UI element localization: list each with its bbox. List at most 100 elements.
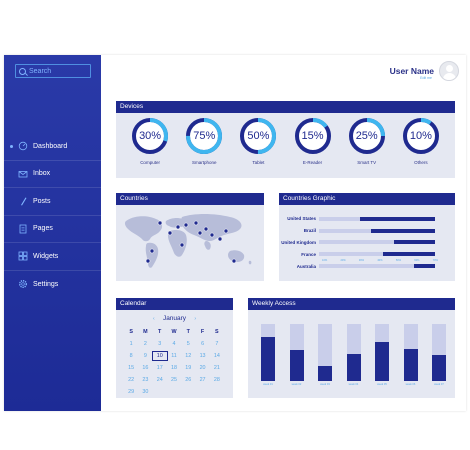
calendar-day[interactable]: 2 bbox=[143, 341, 147, 347]
calendar-day[interactable]: 14 bbox=[213, 353, 220, 359]
main-content: Devices 30% Computer 75% Smartphone 50% Table… bbox=[101, 87, 466, 411]
calendar-day[interactable]: 15 bbox=[128, 365, 135, 371]
calendar-day[interactable]: 1 bbox=[129, 341, 133, 347]
calendar-day[interactable]: 20 bbox=[199, 365, 206, 371]
calendar-day[interactable]: 16 bbox=[142, 365, 149, 371]
country-label: France bbox=[301, 251, 316, 257]
map-pin-icon[interactable] bbox=[183, 222, 189, 228]
weekly-bar-chart: week 01 week 02 week 03 week 04 week 05 week … bbox=[261, 324, 446, 386]
calendar-day[interactable]: 17 bbox=[156, 365, 163, 371]
donut-chart: 10% bbox=[402, 117, 440, 155]
map-pin-icon[interactable] bbox=[145, 258, 151, 264]
pencil-icon bbox=[18, 196, 28, 206]
donut-label: Others bbox=[414, 160, 428, 165]
calendar-day[interactable]: 21 bbox=[213, 365, 220, 371]
sidebar-nav: Dashboard Inbox Posts Pages bbox=[4, 133, 101, 298]
calendar-day[interactable]: 6 bbox=[201, 341, 205, 347]
countries-card: Countries bbox=[116, 193, 264, 281]
world-map bbox=[124, 214, 252, 268]
map-pin-icon[interactable] bbox=[223, 228, 229, 234]
sidebar-item-pages[interactable]: Pages bbox=[4, 216, 101, 243]
calendar-day[interactable]: 8 bbox=[129, 353, 133, 359]
x-tick-label: 70% bbox=[432, 259, 438, 262]
calendar-day[interactable]: 22 bbox=[128, 377, 135, 383]
country-row-brazil: Brazil bbox=[279, 225, 455, 237]
week-bar bbox=[403, 348, 418, 381]
calendar-card: Calendar ‹ January › S M T W T F S 1 2 3 4 5 6 7 8 9 10 1… bbox=[116, 298, 233, 398]
sidebar-item-posts[interactable]: Posts bbox=[4, 188, 101, 216]
donut-label: E-Reader bbox=[302, 160, 323, 165]
map-pin-icon[interactable] bbox=[175, 224, 181, 230]
calendar-day[interactable]: 29 bbox=[128, 389, 135, 395]
device-computer: 30% Computer bbox=[127, 117, 173, 165]
week-label: week 04 bbox=[348, 383, 359, 386]
country-row-united-states: United States bbox=[279, 213, 455, 225]
map-pin-icon[interactable] bbox=[197, 230, 203, 236]
map-pin-icon[interactable] bbox=[149, 248, 155, 254]
map-pin-icon[interactable] bbox=[179, 242, 185, 248]
search-box[interactable]: Search bbox=[15, 64, 91, 78]
sidebar-item-dashboard[interactable]: Dashboard bbox=[4, 133, 101, 161]
calendar-day[interactable]: 30 bbox=[142, 389, 149, 395]
donut-label: Computer bbox=[140, 160, 160, 165]
calendar-day[interactable]: 9 bbox=[143, 353, 147, 359]
country-bar-track bbox=[319, 216, 435, 221]
user-name[interactable]: User Name bbox=[389, 66, 434, 76]
calendar-day[interactable]: 19 bbox=[185, 365, 192, 371]
week-label: week 01 bbox=[263, 383, 273, 386]
calendar-day[interactable]: 4 bbox=[172, 341, 176, 347]
sidebar-item-label: Pages bbox=[33, 225, 53, 233]
weekday-header: M bbox=[143, 329, 148, 335]
map-pin-icon[interactable] bbox=[167, 230, 173, 236]
calendar-day[interactable]: 12 bbox=[185, 353, 192, 359]
country-bar bbox=[359, 216, 435, 221]
sidebar-item-widgets[interactable]: Widgets bbox=[4, 243, 101, 271]
map-pin-icon[interactable] bbox=[157, 220, 163, 226]
calendar-day[interactable]: 7 bbox=[215, 341, 219, 347]
country-label: Australia bbox=[296, 263, 316, 269]
calendar-day[interactable]: 23 bbox=[142, 377, 149, 383]
x-tick-label: 30% bbox=[358, 259, 365, 262]
country-bar-track bbox=[319, 228, 435, 233]
prev-month-icon[interactable]: ‹ bbox=[153, 316, 155, 322]
week-bar bbox=[289, 349, 304, 381]
calendar-day[interactable]: 28 bbox=[213, 377, 220, 383]
calendar-day[interactable]: 27 bbox=[199, 377, 206, 383]
countries-graphic-card: Countries Graphic United States Brazil Uni… bbox=[279, 193, 455, 281]
calendar-day[interactable]: 11 bbox=[171, 353, 177, 359]
countries-title: Countries bbox=[116, 193, 264, 205]
map-pin-icon[interactable] bbox=[231, 258, 237, 264]
calendar-day[interactable]: 18 bbox=[170, 365, 177, 371]
sidebar-item-settings[interactable]: Settings bbox=[4, 271, 101, 299]
week-bar bbox=[318, 365, 332, 381]
weekday-header: S bbox=[215, 329, 219, 335]
map-pin-icon[interactable] bbox=[203, 226, 209, 232]
device-smartphone: 75% Smartphone bbox=[181, 117, 227, 165]
sidebar-item-label: Inbox bbox=[33, 170, 51, 178]
devices-card: Devices 30% Computer 75% Smartphone 50% Table… bbox=[116, 101, 455, 178]
next-month-icon[interactable]: › bbox=[194, 316, 196, 322]
country-bar bbox=[382, 252, 435, 257]
sidebar-item-inbox[interactable]: Inbox bbox=[4, 161, 101, 188]
user-subtitle[interactable]: Edit me bbox=[420, 76, 432, 80]
week-column: week 07 bbox=[432, 324, 446, 386]
week-bar-track bbox=[346, 324, 361, 381]
calendar-day-today[interactable]: 10 bbox=[151, 351, 168, 361]
calendar-day[interactable]: 26 bbox=[185, 377, 192, 383]
calendar-day[interactable]: 24 bbox=[156, 377, 163, 383]
avatar[interactable] bbox=[439, 61, 459, 81]
donut-percent: 75% bbox=[193, 130, 216, 142]
x-tick-label: 50% bbox=[395, 259, 402, 262]
map-pin-icon[interactable] bbox=[193, 220, 199, 226]
weekday-header: W bbox=[171, 329, 177, 335]
calendar-day[interactable]: 3 bbox=[158, 341, 162, 347]
country-bar-track bbox=[319, 264, 435, 269]
calendar-day[interactable]: 13 bbox=[199, 353, 206, 359]
calendar-day[interactable]: 5 bbox=[186, 341, 190, 347]
map-pin-icon[interactable] bbox=[217, 236, 223, 242]
country-row-australia: Australia bbox=[279, 260, 455, 272]
map-pin-icon[interactable] bbox=[209, 232, 215, 238]
gear-icon bbox=[18, 279, 28, 289]
week-bar bbox=[261, 336, 275, 381]
calendar-day[interactable]: 25 bbox=[170, 377, 177, 383]
